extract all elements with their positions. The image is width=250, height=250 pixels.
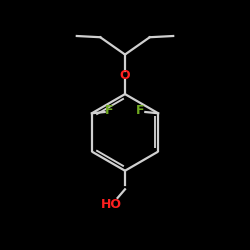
Text: O: O — [120, 69, 130, 82]
Text: HO: HO — [101, 198, 122, 210]
Text: F: F — [136, 104, 145, 117]
Text: F: F — [105, 104, 114, 117]
